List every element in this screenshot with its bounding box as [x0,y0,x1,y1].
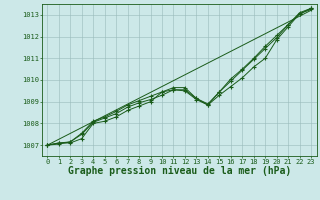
X-axis label: Graphe pression niveau de la mer (hPa): Graphe pression niveau de la mer (hPa) [68,166,291,176]
